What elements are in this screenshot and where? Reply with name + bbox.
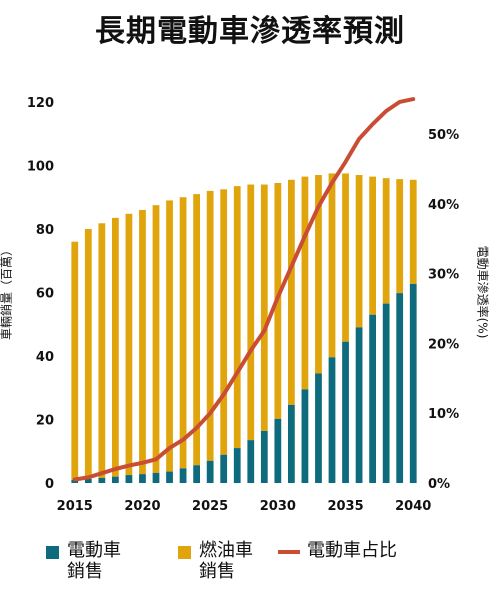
bar-ice-2016 [84,229,92,479]
y2-tick-20: 20% [428,337,459,352]
legend-swatch-ev-share [278,550,300,554]
y-tick-20: 20 [36,414,54,429]
bar-ev-2019 [125,475,133,483]
bar-ev-2021 [152,472,160,483]
bar-ev-2017 [98,477,106,483]
bar-ice-2033 [315,175,322,374]
bar-ev-2020 [139,474,146,483]
legend-item-ev-share: 電動車占比 [278,540,427,561]
y2-tick-0: 0% [428,477,450,492]
bar-ev-2037 [369,314,376,483]
bar-ice-2034 [328,173,336,358]
y2-tick-30: 30% [428,268,459,283]
bar-ev-2023 [179,468,187,483]
bar-ice-2022 [166,200,173,472]
x-tick-2015: 2015 [57,499,93,514]
bar-ice-2015 [71,241,79,480]
legend-swatch-ev-sales [46,546,59,559]
legend-label-ice-sales-line2: 銷售 [199,561,235,582]
bar-ice-2027 [233,186,241,449]
chart-title: 長期電動車滲透率預測 [95,14,405,49]
bar-ice-2037 [369,176,376,315]
y-tick-120: 120 [27,96,54,111]
y-tick-0: 0 [45,477,54,492]
legend-label-ev-sales-line2: 銷售 [67,561,103,582]
bar-ice-2039 [396,179,404,294]
bar-ice-2032 [301,176,309,390]
bar-ice-2024 [193,194,200,466]
bar-ev-2034 [328,357,336,483]
bar-ice-2038 [382,178,390,304]
bar-ice-2040 [409,179,417,284]
x-tick-2020: 2020 [124,499,160,514]
y-tick-40: 40 [36,350,54,365]
y-tick-100: 100 [27,160,54,175]
legend-swatch-ice-sales [178,546,191,559]
bar-ev-2029 [260,430,268,483]
x-tick-2035: 2035 [327,499,363,514]
bar-ev-2028 [247,440,255,483]
y-tick-80: 80 [36,223,54,238]
bar-ev-2039 [396,293,404,483]
legend-item-ev-sales: 電動車 銷售 [46,540,129,582]
legend-label-ice-sales-line1: 燃油車 [199,540,253,561]
legend-label-ev-sales: 電動車 銷售 [67,540,129,582]
legend-label-ice-sales: 燃油車 銷售 [199,540,261,582]
legend-label-ev-share: 電動車占比 [307,540,397,561]
bar-ice-2021 [152,205,160,473]
bar-ev-2035 [342,341,349,483]
bar-ev-2025 [206,460,214,483]
bar-ice-2020 [139,209,146,475]
bar-ev-2016 [84,478,92,483]
bar-ev-2031 [288,404,295,483]
bar-ice-2025 [206,190,214,461]
bar-ev-2024 [193,465,200,483]
y2-tick-40: 40% [428,198,459,213]
bar-ice-2017 [98,223,106,478]
bar-ice-2035 [342,173,349,342]
legend: 電動車 銷售 燃油車 銷售 電動車占比 [0,540,500,596]
y-tick-60: 60 [36,287,54,302]
y2-tick-10: 10% [428,407,459,422]
bar-ev-2033 [315,373,322,483]
x-tick-2030: 2030 [260,499,296,514]
legend-label-ev-sales-line1: 電動車 [67,540,121,561]
bar-ev-2040 [409,283,417,483]
bar-ice-2029 [260,184,268,431]
bar-ice-2026 [220,189,228,455]
bar-ice-2028 [247,184,255,441]
bar-ice-2018 [112,217,119,477]
x-tick-2025: 2025 [192,499,228,514]
bar-ice-2023 [179,197,187,469]
bar-ev-2022 [166,471,173,483]
bar-ice-2031 [288,179,295,405]
bar-ice-2036 [355,175,363,328]
bar-ev-2027 [233,448,241,483]
bar-ev-2030 [274,418,282,483]
bar-ev-2032 [301,389,309,483]
legend-item-ice-sales: 燃油車 銷售 [178,540,261,582]
ev-share-line [72,97,416,482]
bar-ev-2018 [112,476,119,483]
bar-ev-2026 [220,454,228,483]
y2-tick-50: 50% [428,128,459,143]
x-tick-2040: 2040 [395,499,431,514]
bar-ev-2036 [355,327,363,483]
bar-ev-2038 [382,303,390,483]
bar-ice-2019 [125,213,133,476]
